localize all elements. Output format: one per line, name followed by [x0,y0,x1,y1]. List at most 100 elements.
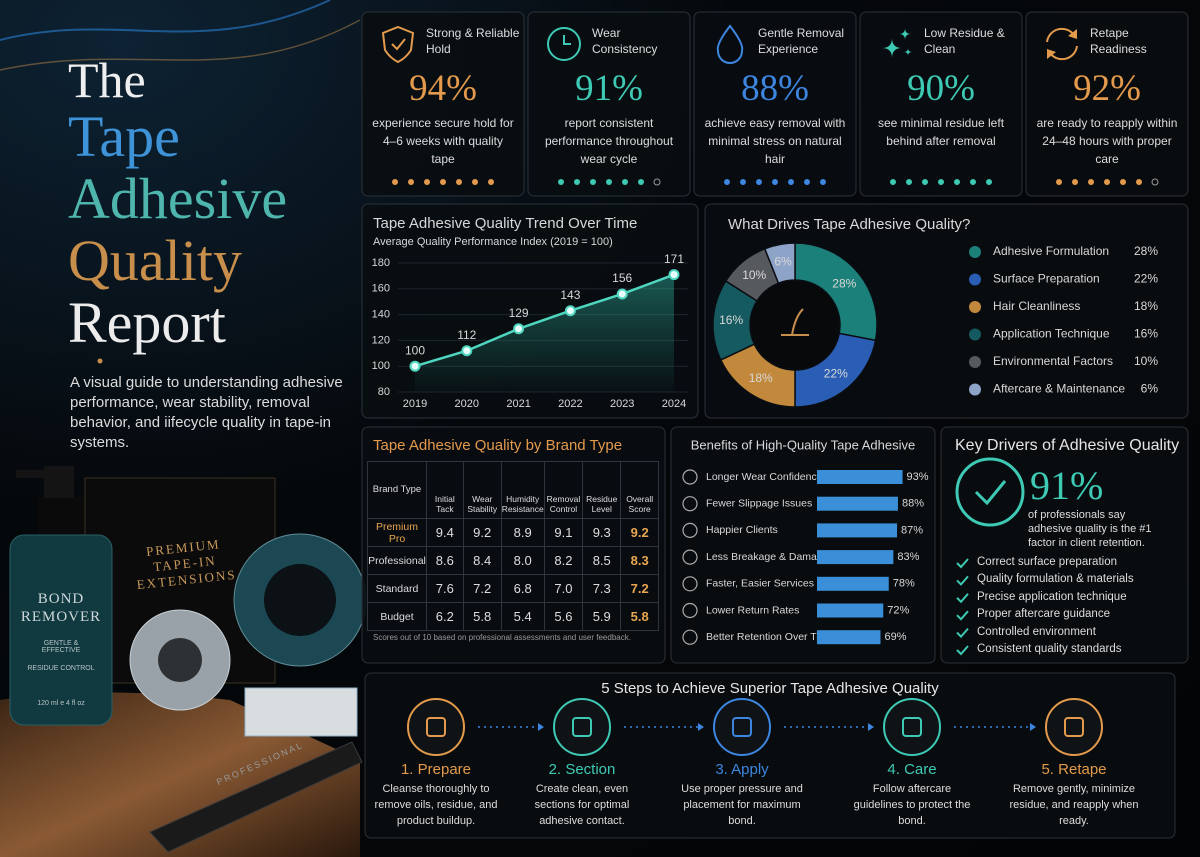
table-row: Standard 7.6 7.2 6.8 7.0 7.3 7.2 [367,574,659,603]
step-title: 3. Apply [715,761,769,778]
item-check [956,610,969,621]
data-label: 171 [664,252,684,266]
hero-rule-dot [97,358,103,364]
legend-swatch [969,273,981,286]
panel [693,11,857,197]
stat-value: 94% [409,68,477,109]
decor-dot [408,179,414,185]
bottle-tagline: GENTLE & EFFECTIVE [41,640,81,654]
driver-item: Consistent quality standards [977,643,1122,655]
tape-roll-core [264,564,336,636]
table-cell: 8.4 [462,546,502,575]
step-icon [732,717,752,737]
decor-dot [606,179,612,185]
decor-dot [1056,179,1062,185]
table-cell: 5.8 [620,602,659,631]
icon [904,48,912,56]
bar-label: 93% [907,471,929,483]
decor-dot [740,179,746,185]
stat-value: 88% [741,68,809,109]
icon [391,38,406,51]
donut-slice [763,242,796,285]
bar [817,470,903,484]
column-header: Initial Tack [425,461,464,519]
step-description: Create clean, even sections for optimal … [534,783,630,827]
bar-category: Better Retention Over Time [706,631,833,643]
stat-value: 90% [907,68,975,109]
slice-label: 28% [832,276,856,290]
legend-value: 28% [1134,244,1158,258]
step-title: 5. Retape [1041,761,1107,778]
bottle-pump [44,466,74,498]
step-description: Use proper pressure and placement for ma… [681,783,803,827]
steps-title: 5 Steps to Achieve Superior Tape Adhesiv… [601,680,939,697]
stat-title: Low Residue & Clean [924,26,1005,56]
point [668,269,680,281]
benefit-icon [682,496,698,512]
bar-category: Happier Clients [706,524,778,536]
x-tick-label: 2022 [558,398,582,410]
item-check [956,645,969,656]
panel [670,426,936,664]
bottle-volume: 120 ml e 4 fl oz [37,700,85,707]
tape-strips [244,687,358,737]
y-tick-label: 120 [372,334,390,346]
table-cell: Budget [367,602,427,631]
bar-category: Lower Return Rates [706,604,799,616]
key-drivers-value: 91% [1030,463,1104,508]
step-icon-ring [713,698,771,756]
hero-title-line: The [68,52,146,108]
table-cell: Standard [367,574,427,603]
data-label: 143 [560,288,580,302]
icon [882,38,902,58]
step-description: Remove gently, minimize residue, and rea… [1009,783,1139,827]
decor-dot [922,179,928,185]
item-check [956,558,969,569]
slice-label: 16% [719,313,743,327]
table-cell: 8.0 [500,546,545,575]
legend-label: Surface Preparation [993,272,1100,286]
table-cell: 5.4 [500,602,545,631]
bar-label: 78% [893,578,915,590]
bar [817,603,884,618]
column-header: Removal Control [543,461,584,519]
hero-title-line: Adhesive [68,166,288,231]
legend-swatch [969,301,981,313]
table-title: Tape Adhesive Quality by Brand Type [373,437,623,454]
bar-label: 87% [901,524,923,536]
decor-dot [558,179,564,185]
bar [817,523,898,538]
step-title: 1. Prepare [400,761,472,778]
panel [527,11,691,197]
table-cell: 7.2 [620,574,659,603]
decor-dot [1136,179,1142,185]
benefit-icon [682,576,698,592]
stat-title: Strong & Reliable Hold [426,26,520,56]
item-check [956,627,969,639]
donut-slice [794,242,878,342]
y-tick-label: 80 [378,386,390,398]
legend-value: 10% [1134,354,1158,368]
benefit-icon [682,602,698,619]
decor-dot [472,179,478,185]
decor-dot [938,179,944,185]
benefit-icon [682,549,698,565]
legend-swatch [969,328,981,341]
table-row: Budget 6.2 5.8 5.4 5.6 5.9 5.8 [367,602,659,631]
icon [547,27,581,61]
table-row: Premium Pro 9.4 9.2 8.9 9.1 9.3 9.2 [367,518,659,547]
check-badge [955,457,1025,527]
legend-label: Environmental Factors [993,354,1113,368]
decor-dot [488,179,494,185]
decor-dot [820,179,826,185]
icon [1047,49,1056,59]
slice-label: 18% [749,371,773,385]
glow-streak [0,19,361,71]
step-icon-ring [553,698,611,756]
table-cell: 7.3 [582,574,622,603]
decor-dot [590,179,596,185]
driver-item: Correct surface preparation [977,556,1117,568]
bar-category: Faster, Easier Services [706,578,814,590]
hero-description: A visual guide to understanding adhesive… [70,374,343,451]
